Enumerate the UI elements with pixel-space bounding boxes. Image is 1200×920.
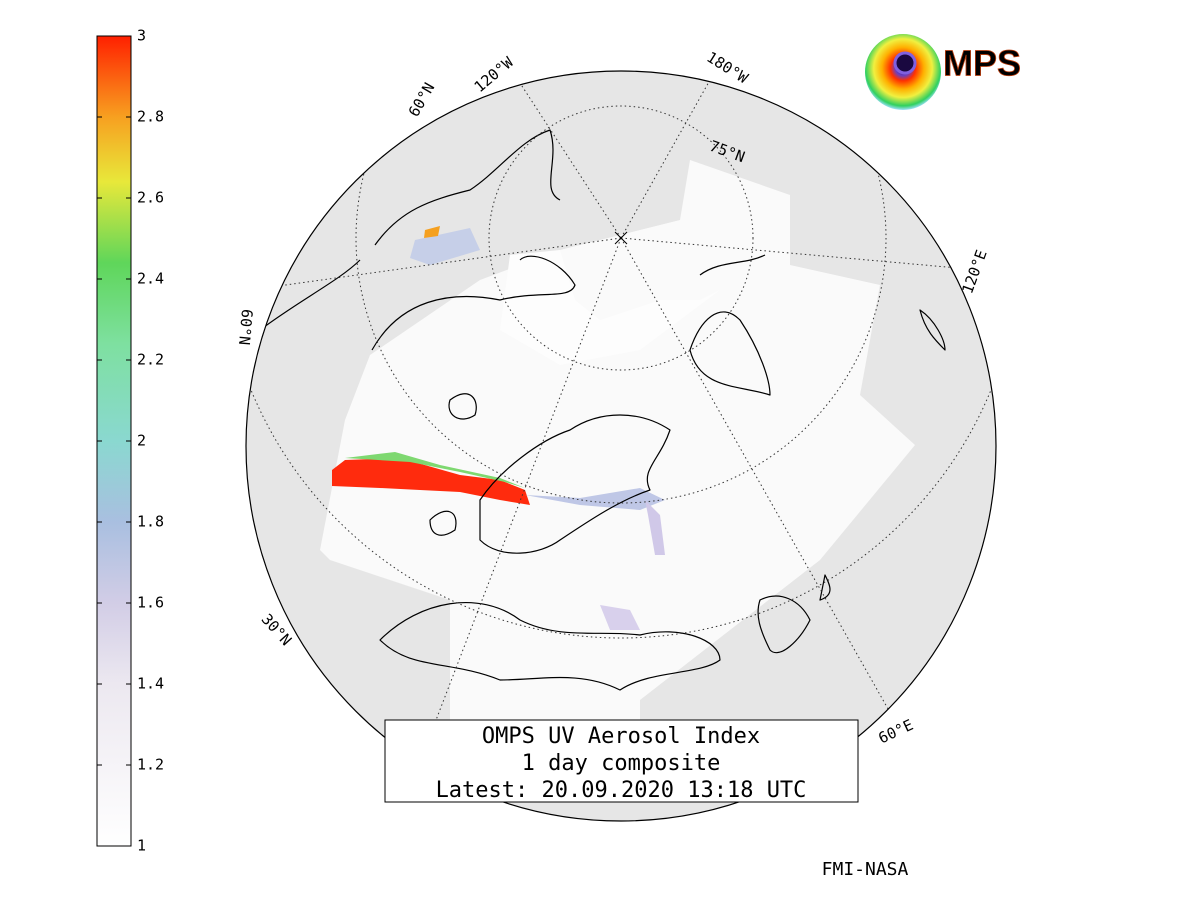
colorbar-tick-label: 2.8: [137, 108, 164, 126]
colorbar-tick-label: 1.4: [137, 675, 164, 693]
colorbar-tick-label: 3: [137, 27, 146, 45]
coastline: [689, 311, 771, 396]
grid-label: 60°E: [876, 716, 916, 748]
map-border: [245, 70, 997, 822]
aerosol-plume: [525, 488, 665, 510]
logo-globe: [893, 51, 917, 75]
coastline: [919, 309, 946, 351]
colorbar-tick-label: 1.6: [137, 594, 164, 612]
aerosol-plume: [424, 226, 440, 238]
colorbar-tick-label: 2.4: [137, 270, 164, 288]
colorbar-ticks: 1 1.2 1.4 1.6 1.8 2 2.2 2.4 2.6 2.8 3: [97, 27, 164, 855]
data-swath: [320, 160, 915, 760]
graticule: [488, 105, 754, 371]
coastline: [374, 129, 561, 246]
coastline: [757, 595, 811, 654]
colorbar-tick-label: 1.8: [137, 513, 164, 531]
coastline: [371, 255, 576, 351]
credit: FMI-NASA: [822, 859, 909, 880]
aerosol-plume: [410, 228, 480, 265]
colorbar-tick-label: 2.6: [137, 189, 164, 207]
coastline: [479, 414, 671, 554]
subtitle: 1 day composite: [522, 751, 721, 776]
title-box: [384, 719, 859, 803]
grid-label: 120°E: [958, 248, 990, 297]
coastline: [699, 254, 766, 276]
graticule: [355, 71, 887, 504]
colorbar-tick-label: 1.2: [137, 756, 164, 774]
title: OMPS UV Aerosol Index: [482, 724, 760, 749]
graticule: [620, 237, 981, 271]
coastline: [379, 601, 721, 691]
north-pole: [614, 231, 628, 245]
grid-label: 60°N: [405, 80, 439, 120]
coastline: [259, 259, 361, 331]
grid-label: 60°N: [235, 308, 256, 346]
aerosol-plume: [600, 605, 640, 630]
coastline: [819, 574, 831, 601]
logo-text: MPS: [943, 43, 1021, 84]
aerosol-plume: [645, 500, 665, 555]
timestamp: Latest: 20.09.2020 13:18 UTC: [436, 778, 807, 803]
colorbar: [96, 35, 132, 847]
colorbar-tick-label: 1: [137, 837, 146, 855]
map: [246, 71, 996, 821]
colorbar-tick-label: 2.2: [137, 351, 164, 369]
coastline: [429, 510, 457, 536]
data-swath: [500, 250, 720, 365]
graticule: [620, 79, 711, 239]
aerosol-plume: [332, 458, 530, 505]
colorbar-tick-label: 2: [137, 432, 146, 450]
coastline: [448, 393, 477, 420]
